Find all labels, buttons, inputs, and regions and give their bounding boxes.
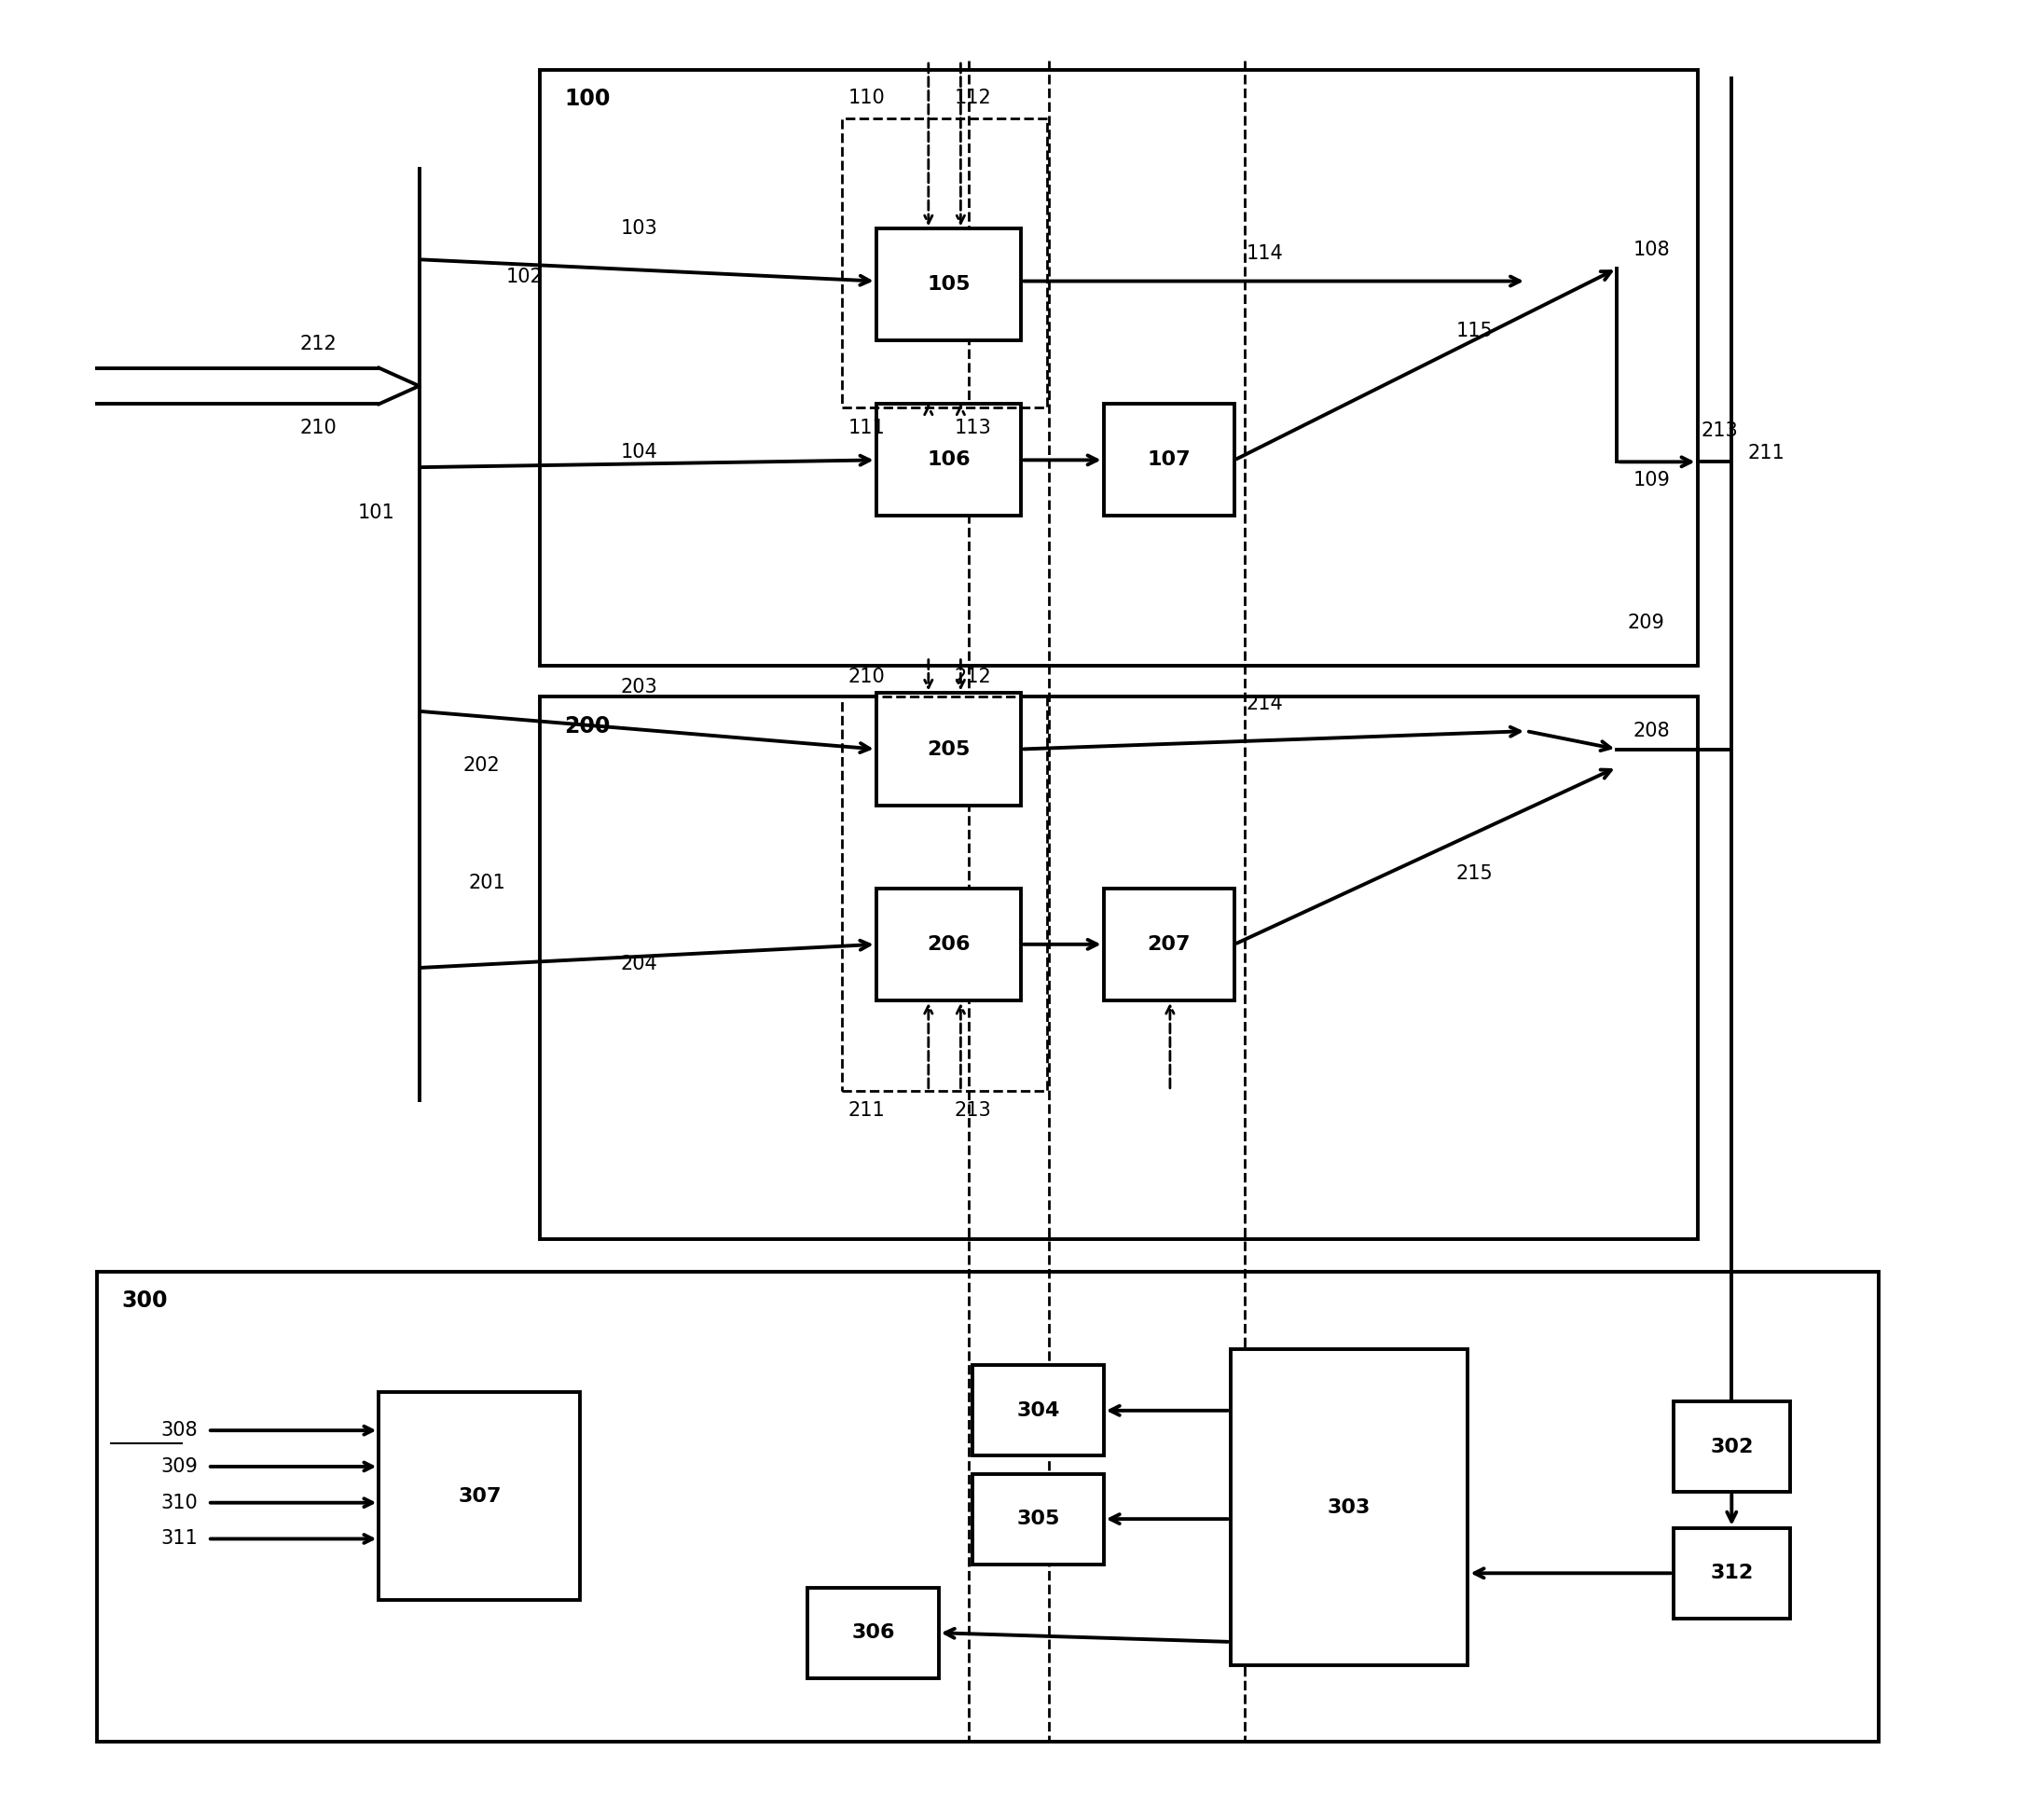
Bar [541, 697, 1698, 1239]
Text: 202: 202 [462, 757, 500, 775]
Text: 206: 206 [928, 935, 970, 954]
Text: 100: 100 [563, 87, 610, 111]
Bar [843, 118, 1047, 408]
Text: 200: 200 [563, 715, 610, 737]
Bar [379, 1392, 579, 1600]
Text: 213: 213 [1702, 422, 1738, 440]
Bar [875, 888, 1021, 1001]
Text: 106: 106 [926, 451, 970, 470]
Text: 205: 205 [928, 741, 970, 759]
Bar [875, 404, 1021, 517]
Text: 210: 210 [849, 668, 885, 686]
Bar [1104, 888, 1234, 1001]
Text: 204: 204 [620, 955, 658, 974]
Bar [808, 1587, 938, 1678]
Text: 115: 115 [1457, 322, 1493, 340]
Text: 111: 111 [849, 419, 885, 437]
Text: 302: 302 [1710, 1438, 1752, 1456]
Text: 309: 309 [160, 1458, 199, 1476]
Text: 203: 203 [620, 679, 658, 697]
Text: 211: 211 [1748, 444, 1785, 462]
Text: 310: 310 [160, 1494, 199, 1512]
Text: 312: 312 [1710, 1563, 1752, 1583]
Text: 108: 108 [1633, 240, 1669, 260]
Text: 304: 304 [1017, 1401, 1060, 1420]
Text: 214: 214 [1246, 695, 1282, 713]
Text: 208: 208 [1633, 721, 1669, 741]
Bar [1104, 404, 1234, 517]
Text: 104: 104 [620, 444, 658, 462]
Text: 209: 209 [1627, 613, 1663, 632]
Bar [97, 1272, 1878, 1742]
Text: 110: 110 [849, 89, 885, 107]
Text: 307: 307 [458, 1487, 500, 1505]
Text: 103: 103 [620, 218, 658, 238]
Bar [875, 229, 1021, 340]
Text: 102: 102 [506, 268, 543, 286]
Bar [541, 69, 1698, 666]
Bar [972, 1365, 1104, 1456]
Bar [1230, 1349, 1469, 1665]
Text: 311: 311 [160, 1529, 199, 1549]
Text: 212: 212 [954, 668, 993, 686]
Text: 107: 107 [1147, 451, 1191, 470]
Text: 303: 303 [1327, 1498, 1372, 1516]
Text: 213: 213 [954, 1101, 993, 1119]
Text: 114: 114 [1246, 244, 1282, 264]
Text: 112: 112 [954, 89, 993, 107]
Text: 201: 201 [468, 874, 506, 892]
Text: 308: 308 [160, 1421, 199, 1440]
Text: 109: 109 [1633, 471, 1669, 490]
Text: 300: 300 [122, 1290, 168, 1312]
Text: 207: 207 [1147, 935, 1191, 954]
Text: 105: 105 [928, 275, 970, 295]
Text: 215: 215 [1457, 864, 1493, 883]
Bar [875, 693, 1021, 804]
Bar [972, 1474, 1104, 1563]
Text: 306: 306 [851, 1623, 895, 1642]
Bar [1673, 1529, 1791, 1618]
Bar [843, 697, 1047, 1090]
Text: 113: 113 [954, 419, 993, 437]
Text: 210: 210 [300, 419, 336, 437]
Bar [1673, 1401, 1791, 1492]
Text: 211: 211 [849, 1101, 885, 1119]
Text: 305: 305 [1017, 1509, 1060, 1529]
Text: 101: 101 [359, 502, 395, 522]
Text: 212: 212 [300, 335, 336, 353]
